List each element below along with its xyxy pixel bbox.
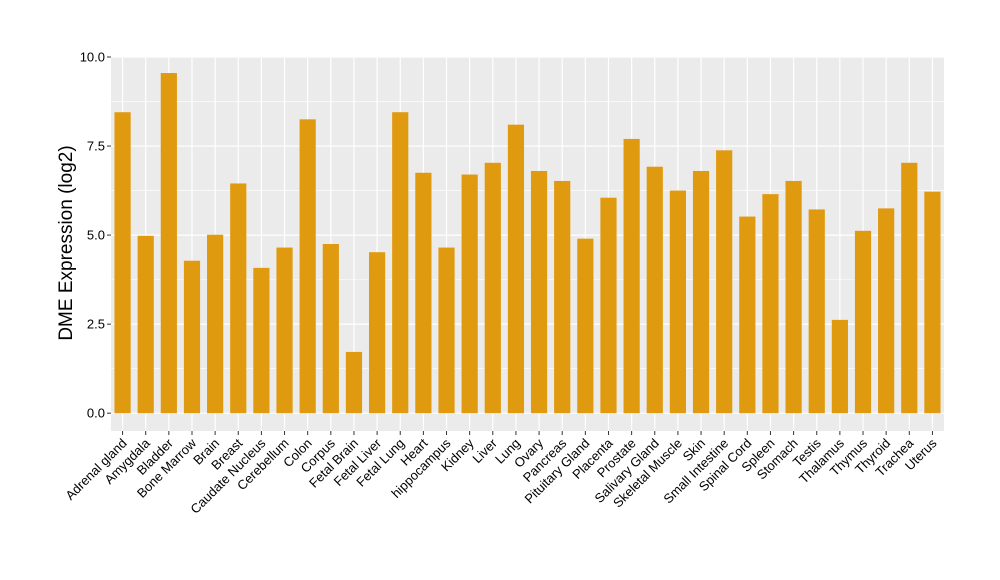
bar-amygdala <box>137 235 154 414</box>
y-axis-title: DME Expression (log2) <box>56 145 77 340</box>
bars <box>114 73 941 414</box>
y-axis: 0.0 2.5 5.0 7.5 10.0 <box>80 50 111 421</box>
y-tick-label: 0.0 <box>87 406 105 421</box>
y-tick-label: 2.5 <box>87 317 105 332</box>
bar-ovary <box>530 170 548 414</box>
bar-lung <box>507 124 525 414</box>
bar-brain <box>207 234 224 414</box>
bar-prostate <box>623 138 640 414</box>
bar-small-intestine <box>716 150 733 414</box>
bar-skin <box>692 170 710 414</box>
bar-salivary-gland <box>646 166 663 414</box>
bar-caudate-nucleus <box>253 267 270 414</box>
bar-thymus <box>854 230 872 414</box>
bar-breast <box>230 183 247 414</box>
y-tick-label: 7.5 <box>87 139 105 154</box>
bar-fetal-liver <box>368 252 386 414</box>
bar-cerebellum <box>276 247 293 414</box>
y-tick-label: 5.0 <box>87 228 105 243</box>
bar-kidney <box>461 174 478 414</box>
bar-fetal-brain <box>345 351 363 414</box>
y-tick-label: 10.0 <box>80 50 105 65</box>
bar-placenta <box>600 197 617 414</box>
bar-colon <box>299 119 316 414</box>
bar-corpus <box>322 244 339 414</box>
bar-fetal-lung <box>392 112 409 414</box>
bar-stomach <box>785 180 802 414</box>
bar-heart <box>415 172 432 414</box>
bar-bone-marrow <box>183 260 201 414</box>
bar-pituitary-gland <box>577 238 594 414</box>
bar-bladder <box>160 73 177 414</box>
bar-testis <box>808 209 825 414</box>
bar-spinal-cord <box>739 216 756 414</box>
bar-trachea <box>901 162 918 414</box>
bar-skeletal-muscle <box>669 190 687 414</box>
bar-liver <box>484 162 501 414</box>
bar-adrenal-gland <box>114 112 131 414</box>
bar-uterus <box>924 191 941 414</box>
bar-thalamus <box>831 319 848 414</box>
bar-spleen <box>762 194 779 414</box>
bar-hippocampus <box>438 247 455 414</box>
x-tick-label: Liver <box>469 435 500 466</box>
bar-thyroid <box>878 208 895 414</box>
bar-pancreas <box>554 180 571 414</box>
